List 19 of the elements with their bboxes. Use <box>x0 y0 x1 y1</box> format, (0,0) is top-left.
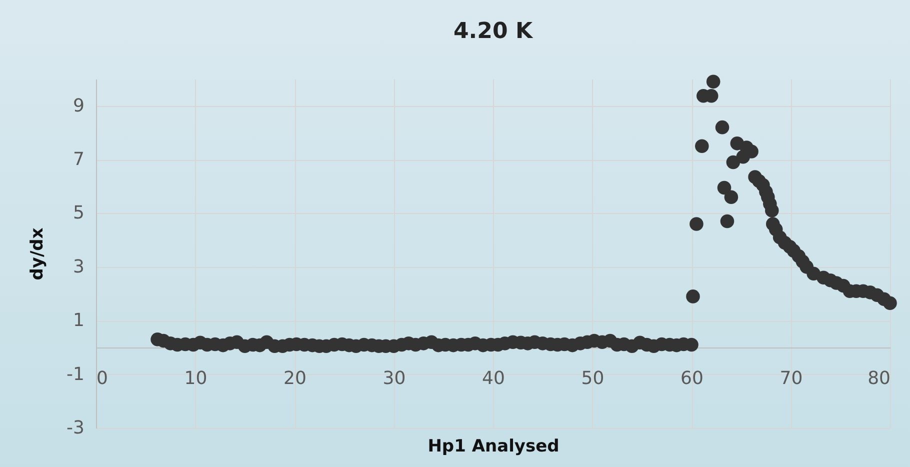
y-tick-label: 7 <box>73 149 84 170</box>
x-axis-title: Hp1 Analysed <box>428 436 560 456</box>
x-tick-label: 70 <box>780 368 803 389</box>
y-tick-label: 9 <box>73 95 84 116</box>
y-tick-label: 1 <box>73 310 84 332</box>
y-tick-label: -3 <box>66 418 84 438</box>
x-tick-label: 0 <box>96 368 108 389</box>
x-tick-label: 60 <box>680 368 704 389</box>
x-tick-label: 30 <box>382 368 406 389</box>
y-tick-label: 5 <box>73 202 84 224</box>
x-tick-label: 40 <box>482 368 505 389</box>
x-tick-label: 80 <box>868 368 890 389</box>
x-tick-label: 10 <box>184 368 208 389</box>
x-tick-label: 20 <box>284 368 306 389</box>
x-tick-label: 50 <box>581 368 604 389</box>
y-axis-title: dy/dx <box>28 228 48 280</box>
y-tick-label: 3 <box>73 256 84 278</box>
y-tick-label: -1 <box>66 364 84 385</box>
chart-title: 4.20 K <box>454 18 534 44</box>
